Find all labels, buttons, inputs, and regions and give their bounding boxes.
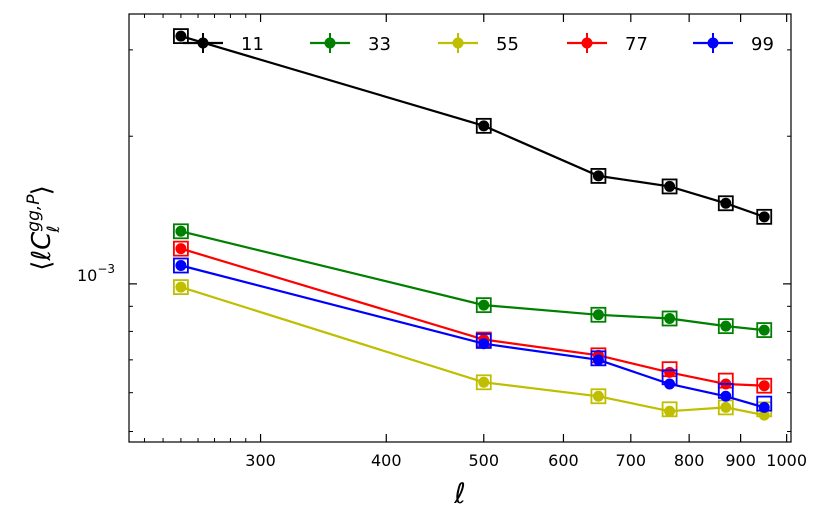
square-marker (173, 257, 189, 274)
data-point (664, 366, 676, 378)
data-point (592, 170, 604, 182)
square-marker (173, 279, 189, 295)
data-point (758, 409, 770, 421)
x-tick-label: 1000 (766, 451, 807, 470)
square-marker (661, 310, 678, 327)
axis-ticks: 300 400 500 600 700 800 900 1000 (129, 14, 807, 470)
data-point (758, 380, 770, 392)
square-marker (173, 240, 189, 257)
data-point (175, 260, 187, 272)
square-marker (475, 117, 492, 134)
square-marker (475, 374, 492, 391)
data-point (478, 299, 490, 311)
data-point (720, 401, 732, 413)
legend-entry: 33 (310, 33, 391, 55)
data-point (720, 197, 732, 209)
data-point (758, 324, 770, 336)
legend-marker (197, 37, 209, 49)
square-marker (590, 306, 607, 323)
data-point (720, 390, 732, 402)
data-point (664, 378, 676, 390)
data-point (664, 405, 676, 417)
x-tick-label: 800 (674, 451, 705, 470)
data-point (478, 338, 490, 350)
series-layer (173, 28, 773, 421)
x-tick-label: 400 (371, 451, 402, 470)
legend-marker (452, 37, 464, 49)
x-tick-label: 300 (245, 451, 276, 470)
legend-label: 11 (241, 34, 264, 55)
x-tick-label: 700 (616, 451, 647, 470)
data-point (664, 180, 676, 192)
square-marker (590, 168, 607, 184)
legend-label: 33 (368, 34, 391, 55)
series-11 (173, 28, 773, 225)
legend-entry: 99 (693, 33, 774, 55)
square-marker (590, 388, 607, 405)
data-point (478, 376, 490, 388)
x-tick-label: 500 (469, 451, 500, 470)
legend-label: 55 (496, 34, 519, 55)
data-point (664, 312, 676, 324)
x-tick-label: 900 (725, 451, 756, 470)
data-point (478, 120, 490, 132)
square-marker (717, 195, 734, 212)
legend-label: 77 (625, 34, 648, 55)
plot-area (128, 13, 792, 443)
series-99 (173, 257, 773, 413)
data-point (592, 390, 604, 402)
square-marker (756, 377, 773, 394)
legend-marker (707, 37, 719, 49)
square-marker (756, 322, 773, 338)
x-axis-label: ℓ (453, 477, 466, 510)
x-tick-label: 600 (548, 451, 579, 470)
square-marker (173, 28, 189, 45)
legend-entry: 11 (183, 33, 264, 55)
data-point (175, 30, 187, 42)
square-marker (717, 318, 734, 335)
square-marker (475, 297, 492, 314)
data-point (175, 225, 187, 237)
legend-label: 99 (751, 34, 774, 55)
data-point (758, 401, 770, 413)
legend-entry: 55 (438, 33, 519, 55)
y-axis-label: ⟨ℓCgg,Pℓ⟩ (24, 185, 64, 271)
series-55 (173, 279, 773, 421)
square-marker (661, 178, 678, 195)
legend-entry: 77 (567, 33, 648, 55)
data-point (592, 309, 604, 321)
data-point (720, 320, 732, 332)
legend-marker (581, 37, 593, 49)
data-point (175, 281, 187, 293)
square-marker (173, 223, 189, 240)
y-tick-label: 10−3 (77, 262, 115, 285)
data-point (758, 211, 770, 223)
series-33 (173, 223, 773, 338)
data-point (175, 243, 187, 255)
legend-marker (324, 37, 336, 49)
legend: 11 33 55 77 99 (183, 33, 774, 55)
data-point (592, 354, 604, 366)
square-marker (756, 208, 773, 225)
